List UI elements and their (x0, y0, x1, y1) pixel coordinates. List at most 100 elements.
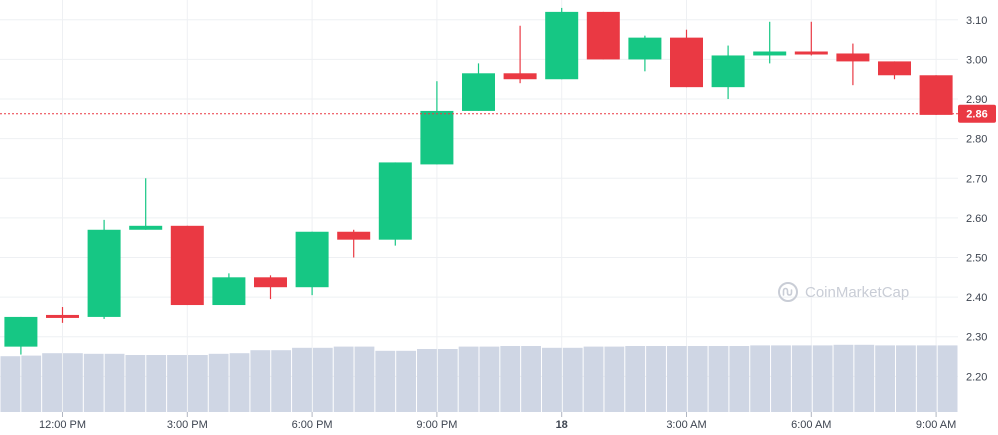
y-axis-tick-label: 2.50 (966, 253, 987, 265)
y-axis-tick-label: 2.30 (966, 332, 987, 344)
candle-up[interactable] (129, 178, 163, 230)
candle-down[interactable] (586, 11, 620, 60)
y-axis-tick-label: 2.70 (966, 173, 987, 185)
volume-bar (708, 346, 729, 412)
volume-bar (21, 355, 42, 412)
candle-body (170, 225, 204, 306)
volume-bar (42, 353, 62, 412)
volume-bar (666, 346, 687, 412)
candle-up[interactable] (295, 231, 329, 296)
watermark-text: CoinMarketCap (805, 284, 909, 301)
volume-bar (875, 345, 896, 412)
candle-body (503, 73, 537, 80)
candle-body (711, 55, 745, 88)
volume-bar (854, 344, 875, 412)
volume-bar (354, 346, 375, 412)
volume-bar (583, 346, 604, 412)
candle-down[interactable] (503, 25, 537, 84)
volume-bar (417, 349, 437, 412)
volume-bar (83, 353, 104, 412)
volume-bar (833, 344, 854, 412)
volume-bar (62, 353, 83, 412)
volume-bar (646, 346, 666, 412)
x-axis-tick-label: 9:00 AM (916, 419, 956, 431)
volume-bar (812, 345, 833, 412)
coinmarketcap-logo-icon (778, 282, 798, 302)
candle-body (129, 225, 163, 230)
candle-up[interactable] (212, 273, 246, 306)
candle-up[interactable] (628, 35, 662, 72)
candle-down[interactable] (46, 307, 79, 323)
volume-bar (333, 346, 354, 412)
candle-body (420, 110, 454, 165)
volume-bar (916, 345, 937, 412)
candle-body (670, 37, 703, 88)
volume-bar (541, 347, 562, 412)
volume-bar (750, 345, 771, 412)
candle-down[interactable] (878, 61, 911, 80)
candle-body (878, 61, 911, 76)
candle-down[interactable] (794, 21, 828, 56)
volume-bar (687, 346, 708, 412)
candle-body (337, 231, 371, 240)
current-price-label: 2.86 (966, 109, 987, 121)
candle-body (919, 75, 953, 115)
volume-bar (896, 345, 916, 412)
volume-bar (458, 346, 479, 412)
volume-bar (625, 346, 646, 412)
volume-bar (771, 345, 791, 412)
x-axis-tick-label: 18 (556, 419, 568, 431)
candle-body (753, 51, 787, 56)
candle-up[interactable] (420, 81, 454, 165)
volume-bar (187, 355, 208, 412)
volume-bar (479, 346, 500, 412)
candle-up[interactable] (378, 162, 412, 246)
grid (0, 0, 958, 412)
candle-down[interactable] (170, 225, 204, 306)
volume-bar (125, 355, 146, 412)
y-axis-tick-label: 2.20 (966, 371, 987, 383)
candle-body (378, 162, 412, 240)
volume-bar (521, 346, 541, 412)
candle-down[interactable] (919, 75, 953, 115)
candle-up[interactable] (462, 63, 495, 111)
candle-body (586, 11, 620, 60)
volume-bars (0, 344, 958, 412)
current-price-line: 2.86 (0, 104, 996, 123)
candle-up[interactable] (4, 316, 38, 355)
volume-bar (729, 346, 750, 412)
volume-bar (250, 350, 271, 412)
volume-bar (396, 350, 417, 412)
volume-bar (937, 345, 958, 412)
candle-down[interactable] (337, 229, 371, 258)
candles (4, 7, 953, 355)
candle-up[interactable] (753, 21, 787, 64)
candle-up[interactable] (87, 219, 121, 319)
volume-bar (292, 347, 312, 412)
candle-body (836, 53, 870, 62)
volume-bar (604, 346, 625, 412)
y-axis-tick-label: 2.60 (966, 213, 987, 225)
candle-body (212, 277, 246, 306)
candle-down[interactable] (254, 275, 287, 300)
candle-body (794, 51, 828, 55)
candle-body (628, 37, 662, 60)
x-axis-tick-label: 12:00 PM (39, 419, 86, 431)
candle-up[interactable] (545, 7, 579, 80)
volume-bar (791, 345, 812, 412)
candle-up[interactable] (711, 45, 745, 100)
candle-body (254, 277, 287, 288)
volume-bar (208, 353, 229, 412)
candle-body (4, 316, 38, 347)
x-axis-tick-label: 3:00 AM (666, 419, 706, 431)
x-axis: 12:00 PM 3:00 PM 6:00 PM 9:00 PM 18 3:00 AM 6:… (39, 412, 956, 431)
candle-down[interactable] (670, 29, 703, 88)
volume-bar (167, 355, 187, 412)
candle-down[interactable] (836, 43, 870, 86)
volume-bar (0, 356, 21, 412)
volume-bar (312, 347, 333, 412)
y-axis-tick-label: 2.90 (966, 94, 987, 106)
candle-body (295, 231, 329, 288)
y-axis-tick-label: 3.10 (966, 15, 987, 27)
